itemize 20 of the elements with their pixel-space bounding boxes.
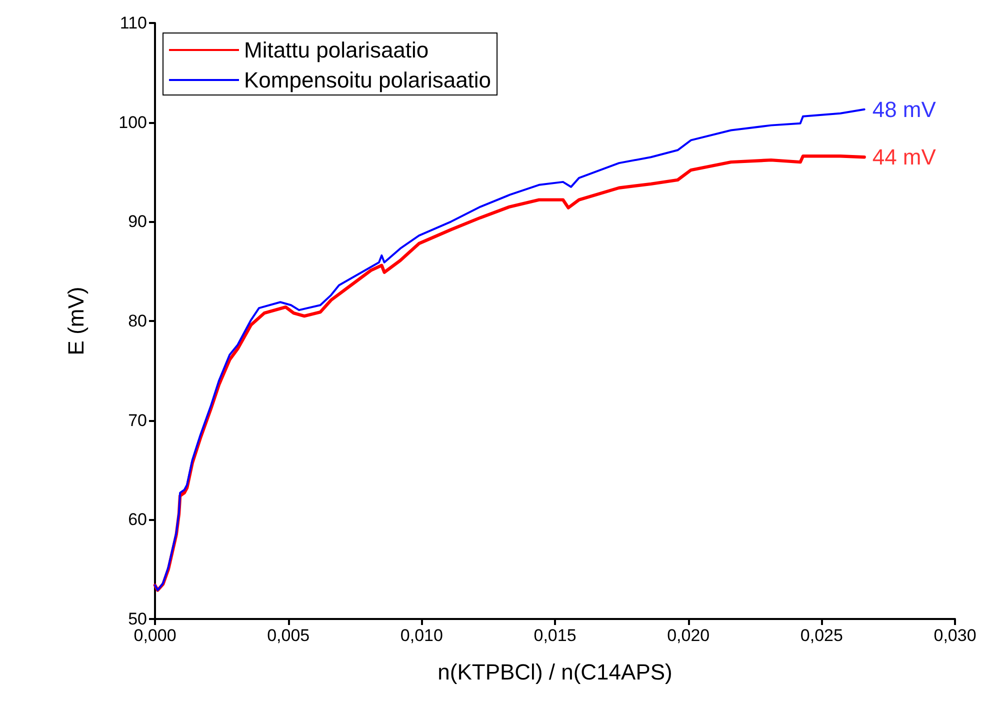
annotation: 48 mV (872, 96, 936, 122)
x-tick-label: 0,015 (534, 626, 576, 645)
x-tick-label: 0,005 (267, 626, 310, 645)
x-tick-label: 0,000 (134, 626, 176, 645)
y-tick-label: 90 (128, 212, 147, 232)
x-axis-title: n(KTPBCl) / n(C14APS) (438, 660, 672, 684)
y-tick-label: 70 (128, 410, 147, 430)
y-tick-label: 50 (128, 610, 147, 628)
y-tick-label: 80 (128, 312, 147, 330)
legend-label: Kompensoitu polarisaatio (244, 68, 492, 92)
y-tick-label: 110 (120, 14, 147, 32)
y-axis-title: E (mV) (64, 286, 88, 356)
x-tick-label: 0,010 (400, 626, 443, 645)
x-tick-label: 0,020 (667, 626, 710, 645)
annotation: 44 mV (872, 144, 936, 170)
x-tick-label: 0,025 (800, 626, 843, 645)
legend-label: Mitattu polarisaatio (244, 38, 429, 62)
y-tick-label: 60 (128, 510, 147, 530)
y-tick-label: 100 (118, 112, 147, 132)
x-tick-label: 0,030 (934, 626, 976, 645)
